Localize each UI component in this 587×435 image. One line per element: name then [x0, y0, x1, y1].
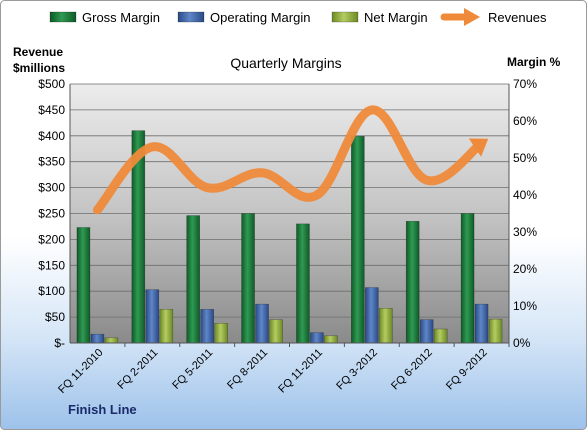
gross-margin-bar: [351, 136, 365, 344]
left-tick-label: $450: [38, 103, 65, 117]
left-tick-label: $150: [38, 258, 65, 272]
operating-margin-bar: [474, 303, 489, 344]
legend-label-net-margin: Net Margin: [364, 10, 428, 25]
legend-arrow-icon: [464, 8, 480, 26]
left-axis-title-line1: Revenue: [13, 45, 63, 59]
revenues-line: [92, 105, 487, 215]
legend-swatch-operating-margin: [177, 11, 205, 23]
gross-margin-bar: [186, 215, 200, 344]
revenues-arrowhead: [468, 138, 489, 157]
right-tick-label: 20%: [513, 262, 537, 276]
net-margin-bar: [104, 337, 119, 344]
left-tick-label: $100: [38, 284, 65, 298]
operating-margin-bar: [90, 333, 105, 344]
net-margin-bar: [433, 328, 448, 344]
legend-label-gross-margin: Gross Margin: [82, 10, 160, 25]
right-tick-label: 70%: [513, 77, 537, 91]
legend-label-revenues: Revenues: [488, 10, 547, 25]
left-tick-label: $50: [45, 310, 65, 324]
gross-margin-bar: [405, 220, 420, 344]
operating-margin-bar: [419, 319, 434, 344]
left-tick-label: $400: [38, 129, 65, 143]
right-tick-label: 50%: [513, 151, 537, 165]
right-axis-title: Margin %: [507, 55, 561, 69]
chart-title: Quarterly Margins: [230, 55, 341, 71]
legend-swatch-net-margin: [331, 11, 359, 23]
operating-margin-bar: [145, 289, 160, 344]
left-tick-label: $-: [54, 336, 65, 350]
gross-margin-bar: [460, 213, 475, 344]
net-margin-bar: [379, 307, 393, 344]
right-tick-label: 10%: [513, 299, 537, 313]
right-tick-label: 40%: [513, 188, 537, 202]
net-margin-bar: [324, 335, 338, 344]
operating-margin-bar: [365, 287, 379, 344]
net-margin-bar: [159, 309, 174, 344]
gross-margin-bar: [296, 223, 310, 344]
left-tick-label: $200: [38, 232, 65, 246]
legend-swatch-gross-margin: [49, 11, 77, 23]
legend-label-operating-margin: Operating Margin: [210, 10, 310, 25]
legend: Gross Margin Operating Margin Net Margin Re…: [49, 8, 547, 26]
gross-margin-bar: [76, 227, 91, 344]
left-tick-label: $500: [38, 77, 65, 91]
right-tick-label: 0%: [513, 336, 531, 350]
left-tick-label: $250: [38, 207, 65, 221]
right-tick-label: 60%: [513, 114, 537, 128]
left-tick-label: $350: [38, 155, 65, 169]
net-margin-bar: [488, 318, 503, 344]
gross-margin-bar: [241, 213, 255, 344]
operating-margin-bar: [255, 303, 269, 344]
operating-margin-bar: [310, 332, 324, 344]
left-tick-label: $300: [38, 181, 65, 195]
footer-label: Finish Line: [68, 402, 137, 417]
left-axis-title-line2: $millions: [13, 61, 65, 75]
operating-margin-bar: [200, 309, 214, 344]
net-margin-bar: [214, 323, 228, 344]
right-tick-label: 30%: [513, 225, 537, 239]
net-margin-bar: [269, 319, 283, 344]
